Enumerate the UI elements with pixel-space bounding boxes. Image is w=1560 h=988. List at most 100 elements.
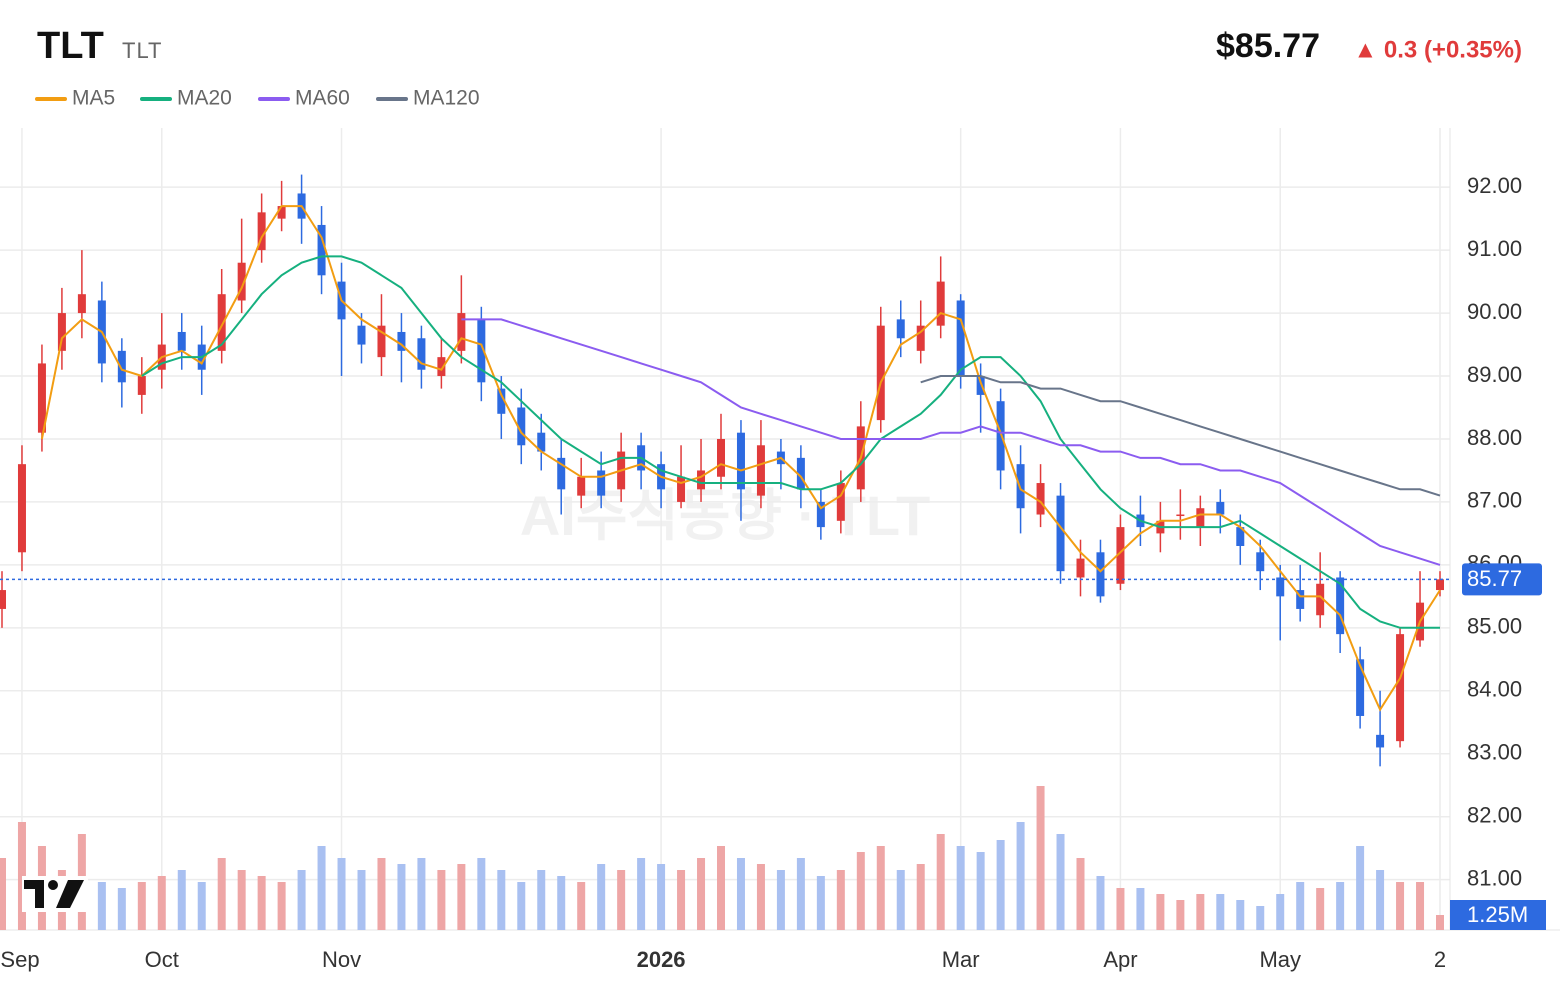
candle-body	[37, 363, 46, 433]
candle-body	[936, 281, 945, 326]
volume-bar	[1176, 900, 1185, 930]
volume-bar	[1016, 822, 1025, 930]
legend-label: MA5	[72, 87, 115, 110]
volume-bar	[377, 858, 386, 930]
volume-bar	[1216, 894, 1225, 930]
current-price-label: 85.77	[1467, 566, 1522, 591]
candle-body	[257, 212, 266, 251]
volume-bar	[1196, 894, 1205, 930]
candle-body	[377, 325, 386, 358]
y-tick-label: 85.00	[1467, 614, 1522, 639]
candle-body	[916, 325, 925, 351]
candle-body	[437, 357, 446, 377]
volume-bar	[437, 870, 446, 930]
y-tick-label: 91.00	[1467, 236, 1522, 261]
candle-body	[976, 376, 985, 395]
volume-bar	[197, 882, 206, 930]
candle-body	[1356, 659, 1365, 716]
candle-body	[677, 476, 686, 502]
legend-label: MA120	[413, 87, 480, 110]
candle-body	[137, 376, 146, 395]
volume-bar	[1076, 858, 1085, 930]
candle-body	[597, 470, 606, 496]
volume-bar	[1316, 888, 1325, 930]
candle-body	[397, 331, 406, 351]
volume-bar	[317, 846, 326, 930]
candle-body	[1196, 508, 1205, 528]
volume-bar	[936, 834, 945, 930]
volume-bar	[257, 876, 266, 930]
volume-bar	[237, 870, 246, 930]
volume-bar	[557, 876, 566, 930]
candle-body	[1116, 527, 1125, 584]
volume-bar	[717, 846, 725, 930]
candle-body	[1236, 527, 1245, 546]
volume-bar	[1096, 876, 1105, 930]
candle-body	[1436, 579, 1444, 591]
candle-body	[1376, 734, 1385, 748]
legend-label: MA20	[177, 87, 232, 110]
y-tick-label: 87.00	[1467, 488, 1522, 513]
x-tick-label: Oct	[145, 947, 179, 972]
candle-body	[1056, 495, 1065, 572]
ma-line	[461, 318, 1441, 566]
watermark: AI주식동향 · TLT	[520, 484, 930, 547]
volume-bar	[1056, 834, 1065, 930]
price-change: ▲ 0.3 (+0.35%)	[1353, 36, 1522, 63]
volume-bar	[117, 888, 126, 930]
x-tick-label: Sep	[0, 947, 39, 972]
candle-body	[77, 294, 86, 314]
volume-bar	[876, 846, 885, 930]
volume-bar	[477, 858, 486, 930]
candle-body	[796, 457, 805, 490]
candle-body	[1256, 552, 1265, 572]
candle-body	[1096, 552, 1105, 597]
volume-bar	[1036, 786, 1045, 930]
volume-bar	[1256, 906, 1265, 930]
volume-bar	[157, 876, 166, 930]
candle-body	[1036, 483, 1045, 515]
ma-line	[40, 205, 1441, 712]
candle-body	[177, 331, 186, 351]
price: $85.77	[1216, 27, 1320, 65]
volume-bar	[277, 882, 286, 930]
volume-bar	[836, 870, 845, 930]
candle-body	[277, 206, 286, 219]
volume-bar	[577, 882, 586, 930]
candle-body	[717, 438, 725, 477]
candle-body	[736, 432, 745, 490]
candle-body	[816, 501, 825, 528]
volume-bar	[916, 864, 925, 930]
y-tick-label: 83.00	[1467, 740, 1522, 765]
volume-bar	[17, 822, 26, 930]
volume-bar	[736, 858, 745, 930]
x-tick-label: Nov	[322, 947, 361, 972]
candle-body	[1336, 577, 1345, 635]
candle-body	[477, 319, 486, 383]
volume-bar	[597, 864, 606, 930]
candle-body	[237, 262, 246, 301]
volume-bar	[357, 870, 366, 930]
candle-body	[217, 294, 226, 351]
volume-bar	[976, 852, 985, 930]
candle-body	[1176, 514, 1185, 517]
candle-body	[537, 432, 546, 452]
volume-bar	[677, 870, 686, 930]
volume-bar	[956, 846, 965, 930]
volume-bar	[537, 870, 546, 930]
volume-bar	[1116, 888, 1125, 930]
current-volume-box	[1450, 900, 1546, 930]
volume-bar	[1156, 894, 1165, 930]
candle-body	[756, 445, 765, 496]
chart-title: TLT	[37, 25, 104, 67]
candle-body	[0, 590, 6, 609]
candle-body	[357, 325, 366, 345]
chart-subtitle: TLT	[122, 38, 162, 63]
volume-bar	[137, 882, 146, 930]
volume-bar	[637, 858, 646, 930]
y-tick-label: 88.00	[1467, 425, 1522, 450]
current-volume-label: 1.25M	[1467, 902, 1528, 927]
volume-bar	[1356, 846, 1365, 930]
candle-body	[417, 338, 426, 370]
candle-body	[697, 470, 706, 490]
